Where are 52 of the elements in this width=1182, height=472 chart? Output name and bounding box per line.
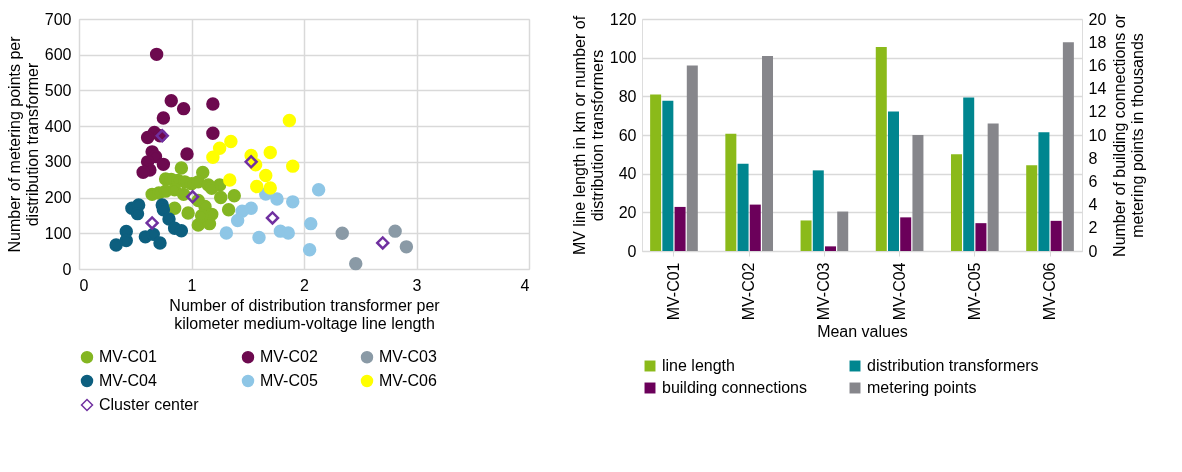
y-tick-label: 600 (44, 46, 72, 64)
x-tick-label: 3 (412, 276, 422, 294)
x-tick-label: MV-C01 (664, 262, 682, 321)
legend-label: metering points (867, 379, 977, 396)
x-tick-label: 2 (300, 276, 310, 294)
y-tick-label: 40 (618, 165, 637, 183)
y2-tick-label: 4 (1088, 196, 1098, 214)
y-tick-label: 0 (627, 242, 637, 260)
y2-tick-label: 14 (1088, 80, 1107, 98)
x-tick-label: MV-C04 (890, 262, 908, 321)
legend-label: building connections (662, 379, 807, 396)
y2-tick-label: 0 (1088, 242, 1098, 260)
y2-tick-label: 8 (1088, 149, 1098, 167)
y2-tick-label: 6 (1088, 172, 1098, 190)
legend-label: MV-C02 (260, 348, 318, 366)
y-axis-title: Number of metering points per distribution transformer (5, 35, 41, 253)
y-tick-label: 100 (44, 224, 72, 242)
x-tick-label: 0 (79, 276, 89, 294)
y-tick-label: 400 (44, 117, 72, 135)
y2-tick-label: 12 (1088, 103, 1107, 121)
y-tick-label: 200 (44, 189, 72, 207)
legend-label: distribution transformers (867, 357, 1039, 374)
y2-tick-label: 16 (1088, 56, 1107, 74)
legend-label: MV-C03 (379, 348, 437, 366)
y2-tick-label: 18 (1088, 33, 1107, 51)
x-tick-label: MV-C02 (740, 262, 758, 321)
y-tick-label: 300 (44, 153, 72, 171)
legend-label: MV-C06 (379, 372, 437, 389)
y-tick-label: 700 (44, 10, 72, 28)
x-tick-label: 4 (520, 276, 530, 294)
y-tick-label: 500 (44, 81, 72, 99)
x-axis-title: Mean values (817, 323, 908, 341)
y-tick-label: 60 (618, 126, 637, 144)
y2-tick-label: 20 (1088, 10, 1107, 28)
legend-label: MV-C01 (99, 348, 157, 366)
y-tick-label: 120 (609, 10, 637, 28)
y-tick-label: 20 (618, 203, 637, 221)
legend-label: Cluster center (99, 396, 200, 413)
x-axis-title: Number of distribution transformer per kilometer medium-voltage line length (169, 296, 441, 332)
legend-label: MV-C04 (99, 372, 157, 389)
y2-axis-title: Number of building connections or metering points in thousands (1111, 13, 1147, 257)
x-tick-label: MV-C03 (815, 262, 833, 321)
legend-label: line length (662, 357, 735, 374)
x-tick-label: MV-C05 (965, 262, 983, 321)
y-tick-label: 80 (618, 87, 637, 105)
y2-tick-label: 10 (1088, 126, 1107, 144)
x-tick-label: 1 (187, 276, 197, 294)
y-tick-label: 100 (609, 49, 637, 67)
legend-label: MV-C05 (260, 372, 318, 389)
y2-tick-label: 2 (1088, 219, 1098, 237)
x-tick-label: MV-C06 (1041, 262, 1059, 321)
y-axis-title: MV line length in km or number of distribution transformers (570, 15, 606, 256)
